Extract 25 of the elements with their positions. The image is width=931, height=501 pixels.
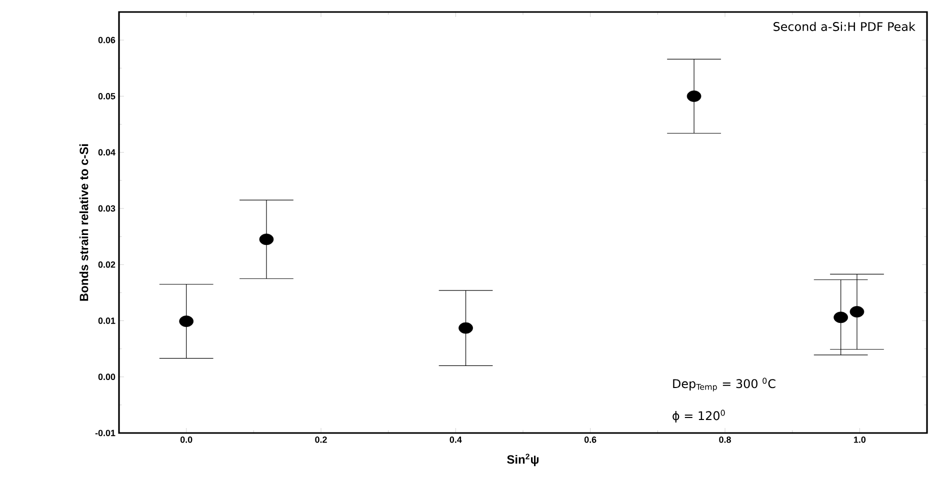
point [458,322,473,334]
y-tick-label: 0.03 [98,205,116,212]
y-tick-label: 0.00 [98,374,116,380]
x-tick-label: 0.6 [584,436,596,443]
y-tick-label: 0.04 [98,149,116,156]
point [259,234,274,246]
annotation: Dep$_{Temp}$ = 300 $^{0}$C [673,378,776,392]
point [686,90,702,102]
y-tick-label: 0.05 [98,93,116,100]
y-tick-label: 0.01 [98,318,116,324]
point [834,312,848,324]
x-axis-title: Sin$^{2}$ψ [507,454,539,466]
annotation: Second a-Si:H PDF Peak [774,22,916,32]
y-tick-label: 0.06 [98,36,116,44]
x-tick-label: 1.0 [854,436,866,443]
point [850,306,864,318]
y-axis-title: Bonds strain relative to c-Si [79,144,88,301]
x-tick-label: 0.2 [315,436,327,443]
y-tick-label: -0.01 [95,430,116,436]
point [179,316,194,327]
x-tick-label: 0.0 [180,436,192,443]
annotation: ϕ = 120$^{0}$ [672,410,725,423]
x-tick-label: 0.8 [719,436,731,443]
y-tick-label: 0.02 [98,261,116,268]
x-tick-label: 0.4 [450,436,462,443]
